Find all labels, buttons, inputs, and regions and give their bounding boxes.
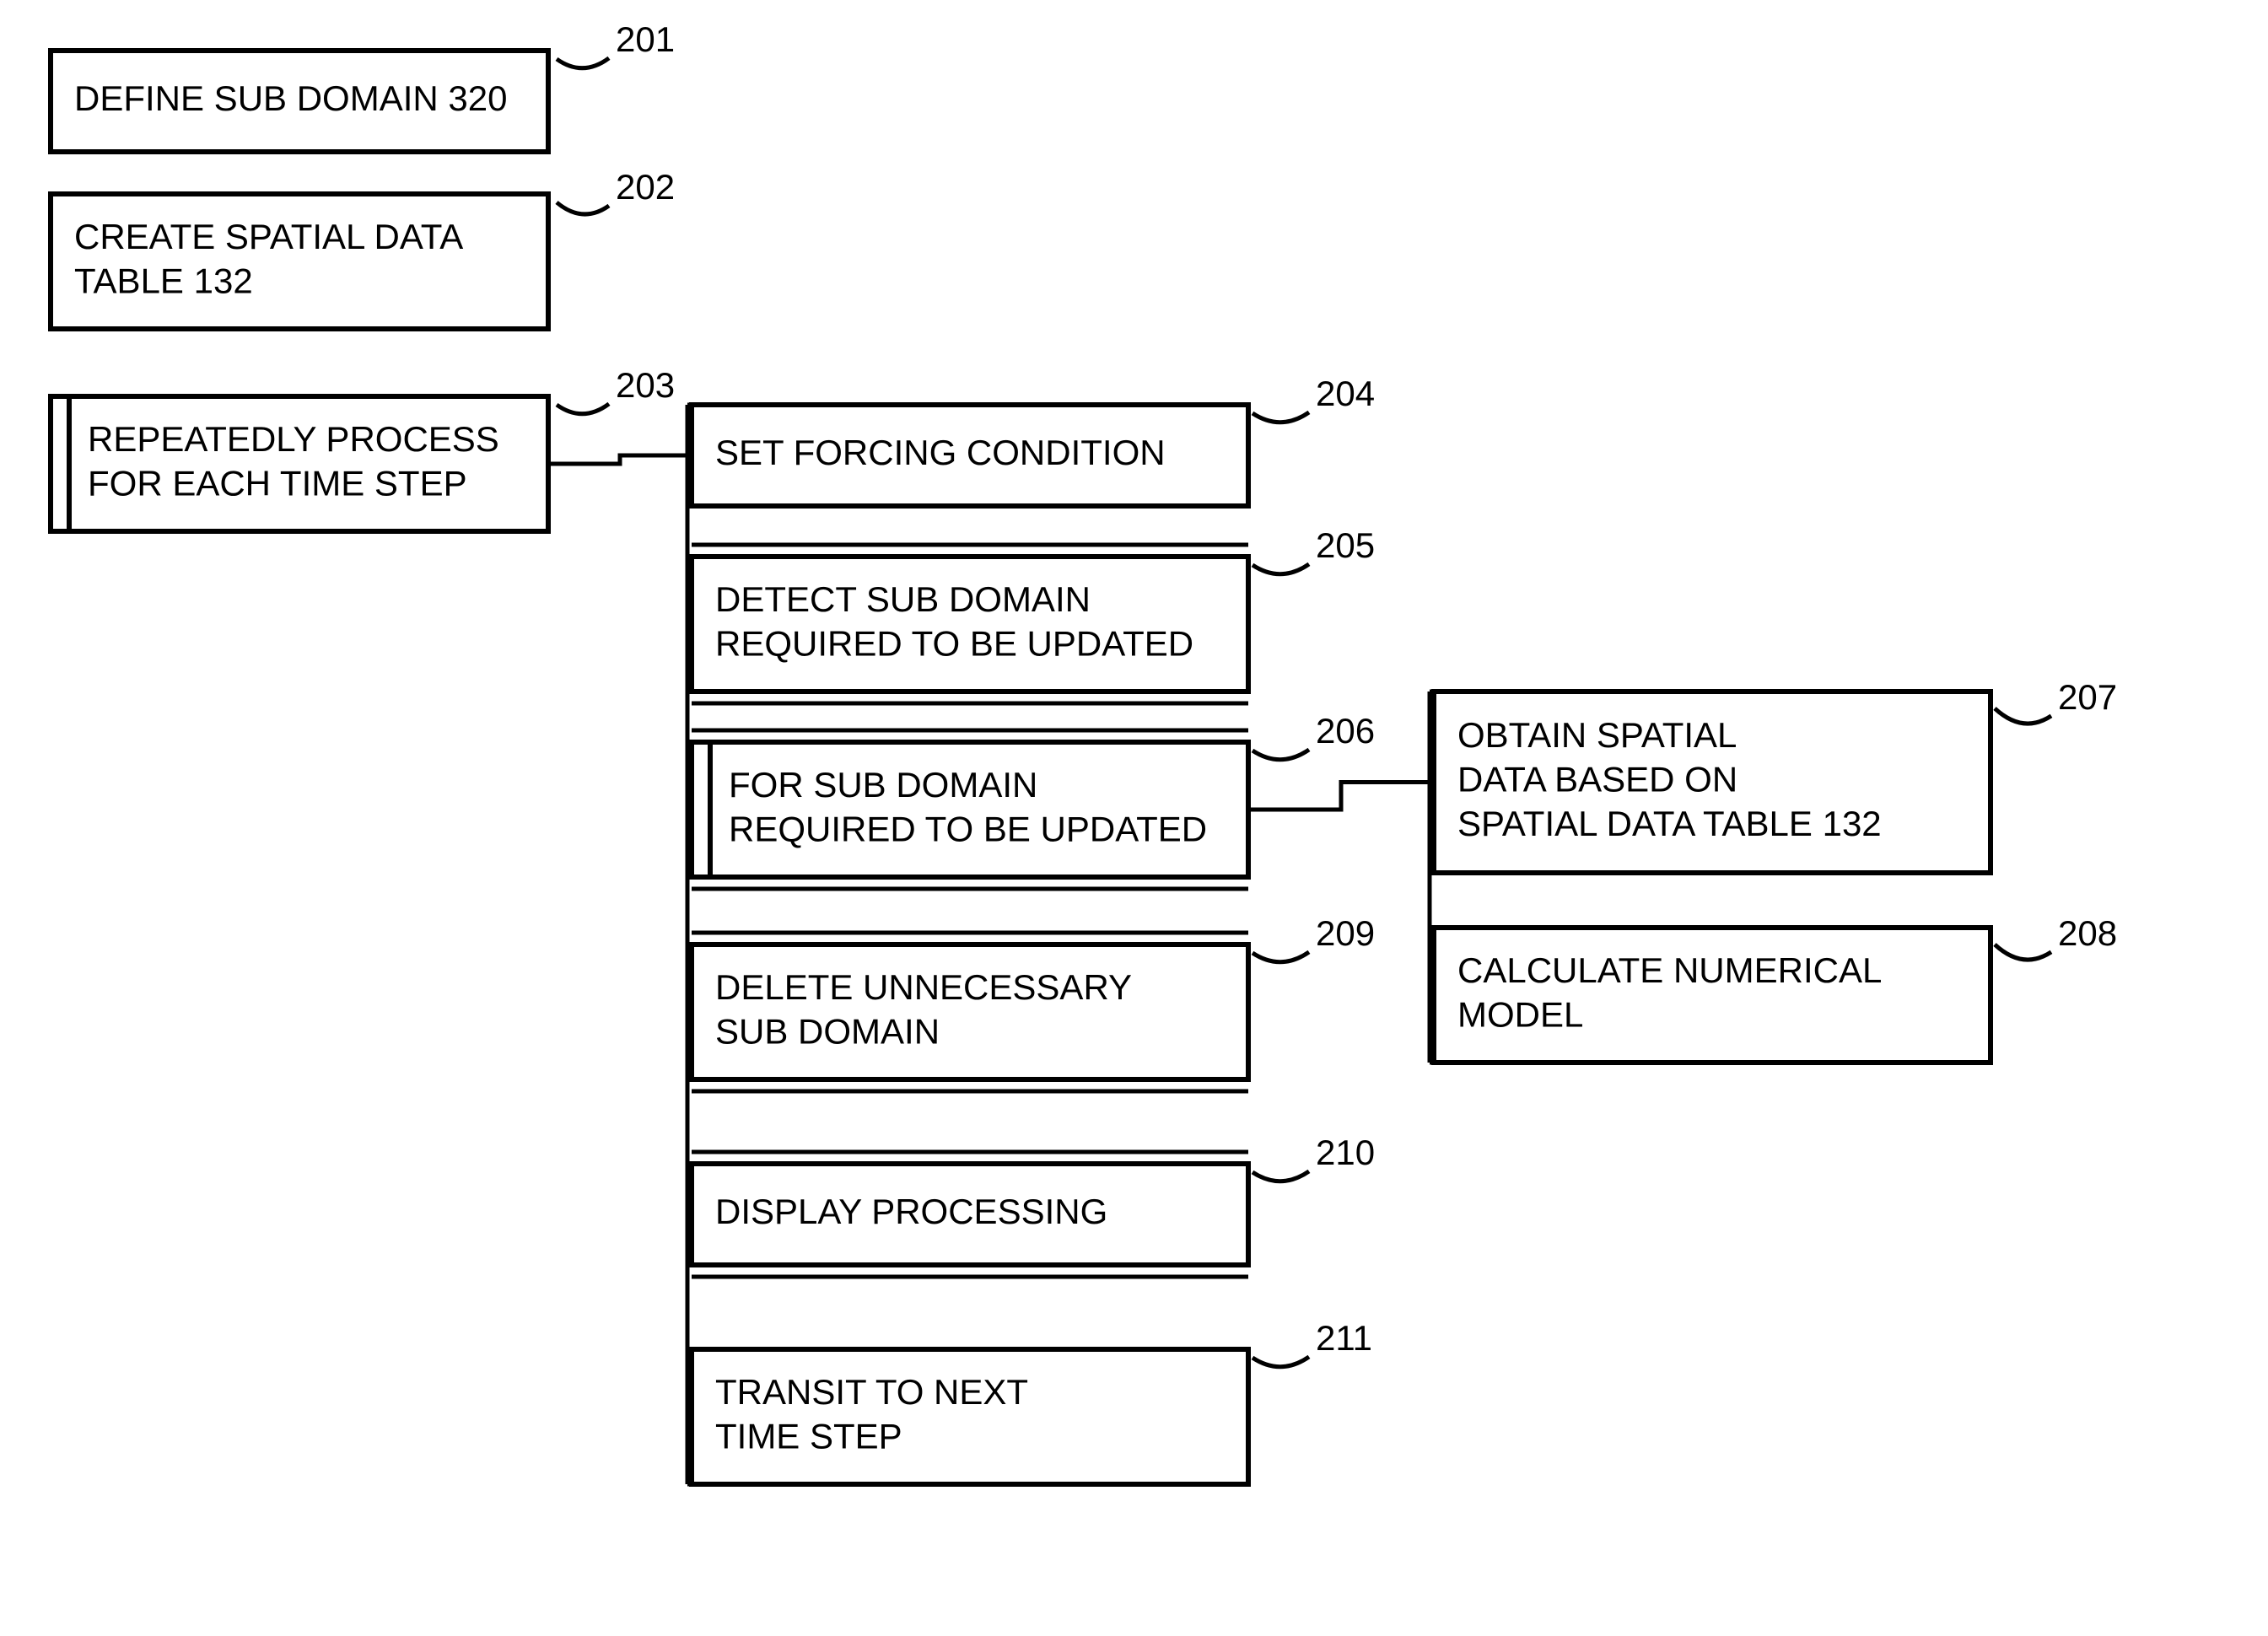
box-text: TIME STEP [715,1416,902,1456]
leader-line [1995,944,2051,960]
flow-box-b203: REPEATEDLY PROCESSFOR EACH TIME STEP 203 [51,365,675,531]
box-text: DELETE UNNECESSARY [715,967,1132,1007]
ref-label: 204 [1316,374,1375,413]
ref-label: 211 [1316,1318,1372,1358]
box-text: FOR SUB DOMAIN [729,765,1037,805]
box-text: TRANSIT TO NEXT [715,1372,1028,1412]
flow-box-b202: CREATE SPATIAL DATA TABLE 132 202 [51,167,675,329]
box-text: DEFINE SUB DOMAIN 320 [74,78,507,118]
ref-label: 205 [1316,525,1375,565]
ref-label: 202 [616,167,675,207]
box-text: SPATIAL DATA TABLE 132 [1457,804,1882,843]
box-text: DISPLAY PROCESSING [715,1192,1107,1231]
flow-box-b206: FOR SUB DOMAIN REQUIRED TO BE UPDATED 206 [692,711,1375,877]
leader-line [1253,564,1309,574]
box-text: CREATE SPATIAL DATA [74,217,463,256]
box-text: REQUIRED TO BE UPDATED [715,623,1193,663]
box-text: TABLE 132 [74,261,253,300]
leader-line [1253,750,1309,760]
ref-label: 210 [1316,1133,1375,1172]
leader-line [557,202,609,214]
box-text: CALCULATE NUMERICAL [1457,950,1882,990]
box-text: OBTAIN SPATIAL [1457,715,1737,755]
box-text: REPEATEDLY PROCESS [88,419,499,459]
box-text: REQUIRED TO BE UPDATED [729,809,1207,848]
leader-line [1253,412,1309,422]
ref-label: 203 [616,365,675,405]
ref-label: 208 [2058,913,2117,953]
leader-line [1995,708,2051,724]
flow-box-b201: DEFINE SUB DOMAIN 320 201 [51,19,675,152]
flow-box-b209: DELETE UNNECESSARYSUB DOMAIN 209 [692,913,1375,1079]
ref-label: 207 [2058,677,2117,717]
box-text: MODEL [1457,994,1583,1034]
leader-line [557,404,609,414]
leader-line [1253,952,1309,962]
flow-box-b205: DETECT SUB DOMAINREQUIRED TO BE UPDATED 2… [692,525,1375,692]
flow-box-b204: SET FORCING CONDITION 204 [692,374,1375,506]
box-text: SUB DOMAIN [715,1011,940,1051]
connector [1248,783,1434,810]
box-text: FOR EACH TIME STEP [88,463,467,503]
box-text: DETECT SUB DOMAIN [715,579,1091,619]
box-text: DATA BASED ON [1457,760,1737,799]
leader-line [1253,1171,1309,1181]
flow-box-b208: CALCULATE NUMERICALMODEL 208 [1434,913,2117,1063]
ref-label: 206 [1316,711,1375,751]
box-text: SET FORCING CONDITION [715,433,1166,472]
leader-line [1253,1357,1309,1367]
connector [548,455,692,464]
flow-box-b211: TRANSIT TO NEXTTIME STEP 211 [692,1318,1372,1484]
ref-label: 209 [1316,913,1375,953]
flow-box-b207: OBTAIN SPATIAL DATA BASED ON SPATIAL DATA … [1434,677,2117,873]
leader-line [557,58,609,68]
ref-label: 201 [616,19,675,59]
